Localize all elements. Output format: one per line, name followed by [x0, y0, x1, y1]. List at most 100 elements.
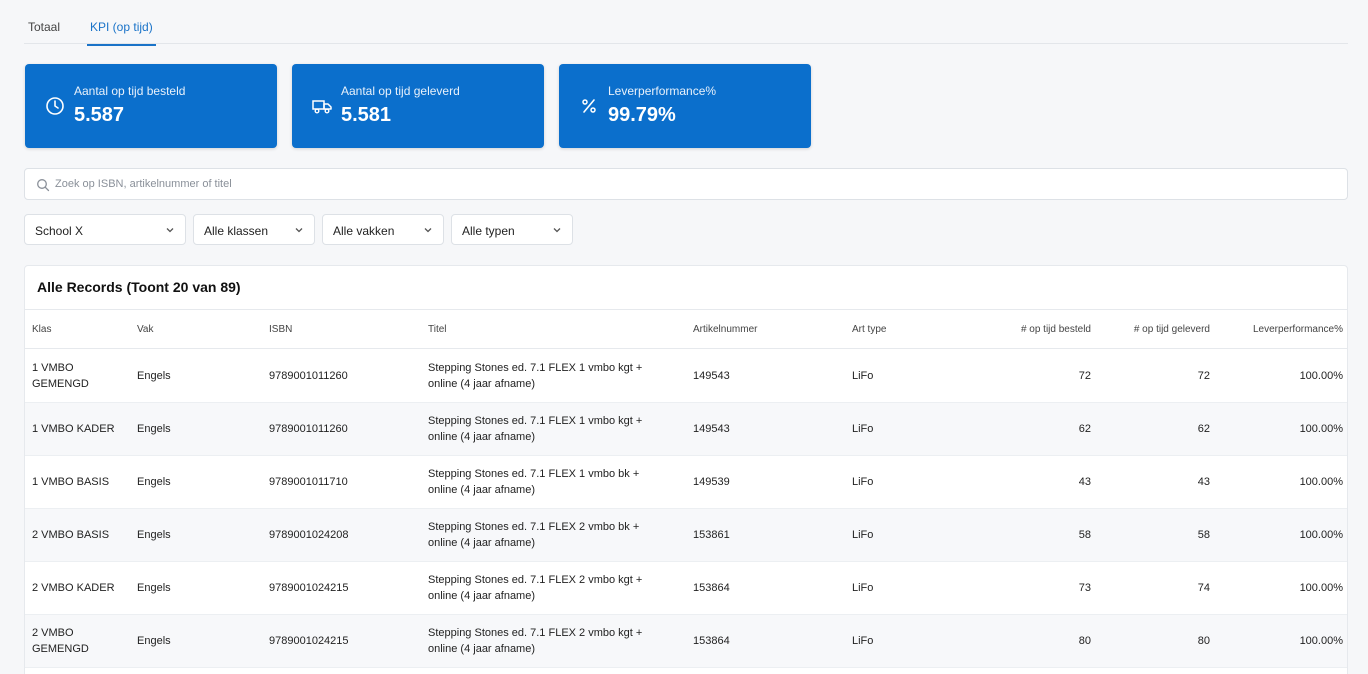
cell-titel: Stepping Stones ed. 7.1 FLEX 1 vmbo kgt …	[428, 362, 643, 390]
cell-art-type: LiFo	[852, 370, 874, 382]
column-header-op-tijd-besteld[interactable]: # op tijd besteld	[1020, 324, 1091, 335]
typen-select-value: Alle typen	[462, 224, 515, 238]
table-header: Klas Vak ISBN Titel Artikelnummer Art ty…	[25, 309, 1347, 349]
kpi-card-op-tijd-geleverd: Aantal op tijd geleverd 5.581	[292, 64, 544, 148]
vakken-select-value: Alle vakken	[333, 224, 395, 238]
cell-art-type: LiFo	[852, 635, 874, 647]
cell-artikelnummer: 153861	[693, 529, 730, 541]
cell-op-tijd-geleverd: 74	[1197, 582, 1210, 594]
cell-klas: 2 VMBO BASIS	[32, 529, 110, 541]
klassen-select-value: Alle klassen	[204, 224, 269, 238]
kpi-card-leverperformance: Leverperformance% 99.79%	[559, 64, 811, 148]
search-input[interactable]	[55, 169, 1335, 199]
tab-kpi-op-tijd[interactable]: KPI (op tijd)	[87, 20, 156, 46]
cell-art-type: LiFo	[852, 582, 874, 594]
cell-artikelnummer: 149543	[693, 423, 730, 435]
cell-vak: Engels	[137, 529, 171, 541]
column-header-artikelnummer[interactable]: Artikelnummer	[693, 324, 758, 335]
table-row[interactable]: 1 VMBO BASIS Engels 9789001011710 Stepping …	[25, 456, 1347, 509]
tab-bar: Totaal KPI (op tijd)	[24, 0, 1348, 46]
typen-select[interactable]: Alle typen	[451, 214, 573, 245]
kpi-label: Leverperformance%	[608, 84, 717, 98]
cell-klas: 1 VMBO BASIS	[32, 476, 110, 488]
cell-op-tijd-geleverd: 72	[1197, 370, 1210, 382]
cell-artikelnummer: 149539	[693, 476, 730, 488]
table-title: Alle Records (Toont 20 van 89)	[37, 279, 241, 295]
kpi-value: 5.581	[341, 104, 392, 126]
chevron-down-icon	[295, 228, 303, 233]
cell-titel: Stepping Stones ed. 7.1 FLEX 2 vmbo kgt …	[428, 574, 643, 602]
cell-art-type: LiFo	[852, 529, 874, 541]
cell-klas: 1 VMBO KADER	[32, 423, 115, 435]
table-row[interactable]: 1 VMBO KADER Engels 9789001011260 Stepping …	[25, 403, 1347, 456]
cell-op-tijd-besteld: 43	[1078, 476, 1091, 488]
table-row[interactable]: 2 VMBO KADER Engels 9789001024215 Stepping …	[25, 562, 1347, 615]
column-header-art-type[interactable]: Art type	[852, 324, 887, 335]
cell-op-tijd-geleverd: 62	[1197, 423, 1210, 435]
school-select[interactable]: School X	[24, 214, 186, 245]
column-header-vak[interactable]: Vak	[137, 324, 154, 335]
cell-leverperformance: 100.00%	[1299, 582, 1343, 594]
school-select-value: School X	[35, 224, 84, 238]
cell-klas: 2 VMBO GEMENGD	[32, 627, 89, 655]
table-row[interactable]: 2 VMBO GEMENGD Engels 9789001024215 Steppin…	[25, 615, 1347, 668]
cell-art-type: LiFo	[852, 423, 874, 435]
chevron-down-icon	[553, 228, 561, 233]
records-table: Alle Records (Toont 20 van 89) Klas Vak …	[24, 265, 1348, 674]
cell-isbn: 9789001011260	[269, 423, 348, 435]
cell-op-tijd-geleverd: 43	[1197, 476, 1210, 488]
vakken-select[interactable]: Alle vakken	[322, 214, 444, 245]
cell-vak: Engels	[137, 370, 171, 382]
cell-op-tijd-besteld: 58	[1078, 529, 1091, 541]
table-row[interactable]: 1 VMBO GEMENGD Engels 9789001011260 Steppin…	[25, 350, 1347, 403]
kpi-card-op-tijd-besteld: Aantal op tijd besteld 5.587	[25, 64, 277, 148]
truck-icon	[312, 100, 332, 114]
column-header-titel[interactable]: Titel	[428, 324, 447, 335]
kpi-value: 99.79%	[608, 104, 676, 126]
column-header-leverperformance[interactable]: Leverperformance%	[1252, 324, 1343, 335]
cell-artikelnummer: 153864	[693, 582, 730, 594]
cell-artikelnummer: 153864	[693, 635, 730, 647]
klassen-select[interactable]: Alle klassen	[193, 214, 315, 245]
chevron-down-icon	[166, 228, 174, 233]
kpi-value: 5.587	[74, 104, 125, 126]
cell-isbn: 9789001011260	[269, 370, 348, 382]
table-row[interactable]: 2 VMBO BASIS Engels 9789001024208 Stepping …	[25, 509, 1347, 562]
cell-vak: Engels	[137, 423, 171, 435]
cell-leverperformance: 100.00%	[1299, 529, 1343, 541]
cell-art-type: LiFo	[852, 476, 874, 488]
cell-op-tijd-geleverd: 58	[1197, 529, 1210, 541]
cell-vak: Engels	[137, 582, 171, 594]
cell-klas: 1 VMBO GEMENGD	[32, 362, 89, 390]
cell-titel: Stepping Stones ed. 7.1 FLEX 1 vmbo bk +…	[428, 468, 640, 496]
kpi-label: Aantal op tijd geleverd	[341, 84, 460, 98]
cell-vak: Engels	[137, 635, 171, 647]
cell-op-tijd-geleverd: 80	[1197, 635, 1210, 647]
cell-op-tijd-besteld: 73	[1078, 582, 1091, 594]
cell-artikelnummer: 149543	[693, 370, 730, 382]
cell-isbn: 9789001011710	[269, 476, 348, 488]
cell-leverperformance: 100.00%	[1299, 370, 1343, 382]
search-icon	[37, 179, 50, 192]
cell-isbn: 9789001024208	[269, 529, 349, 541]
clock-icon	[46, 97, 64, 115]
cell-vak: Engels	[137, 476, 171, 488]
cell-leverperformance: 100.00%	[1299, 423, 1343, 435]
chevron-down-icon	[424, 228, 432, 233]
kpi-label: Aantal op tijd besteld	[74, 84, 186, 98]
search-box	[24, 168, 1348, 200]
column-header-op-tijd-geleverd[interactable]: # op tijd geleverd	[1133, 324, 1210, 335]
cell-titel: Stepping Stones ed. 7.1 FLEX 2 vmbo bk +…	[428, 521, 640, 549]
cell-leverperformance: 100.00%	[1299, 476, 1343, 488]
column-header-isbn[interactable]: ISBN	[269, 324, 293, 335]
cell-titel: Stepping Stones ed. 7.1 FLEX 1 vmbo kgt …	[428, 415, 643, 443]
percent-icon	[582, 99, 596, 113]
tab-totaal[interactable]: Totaal	[28, 20, 61, 34]
cell-klas: 2 VMBO KADER	[32, 582, 115, 594]
cell-isbn: 9789001024215	[269, 582, 349, 594]
column-header-klas[interactable]: Klas	[32, 324, 52, 335]
cell-op-tijd-besteld: 72	[1078, 370, 1091, 382]
cell-isbn: 9789001024215	[269, 635, 349, 647]
cell-op-tijd-besteld: 80	[1078, 635, 1091, 647]
cell-op-tijd-besteld: 62	[1078, 423, 1091, 435]
